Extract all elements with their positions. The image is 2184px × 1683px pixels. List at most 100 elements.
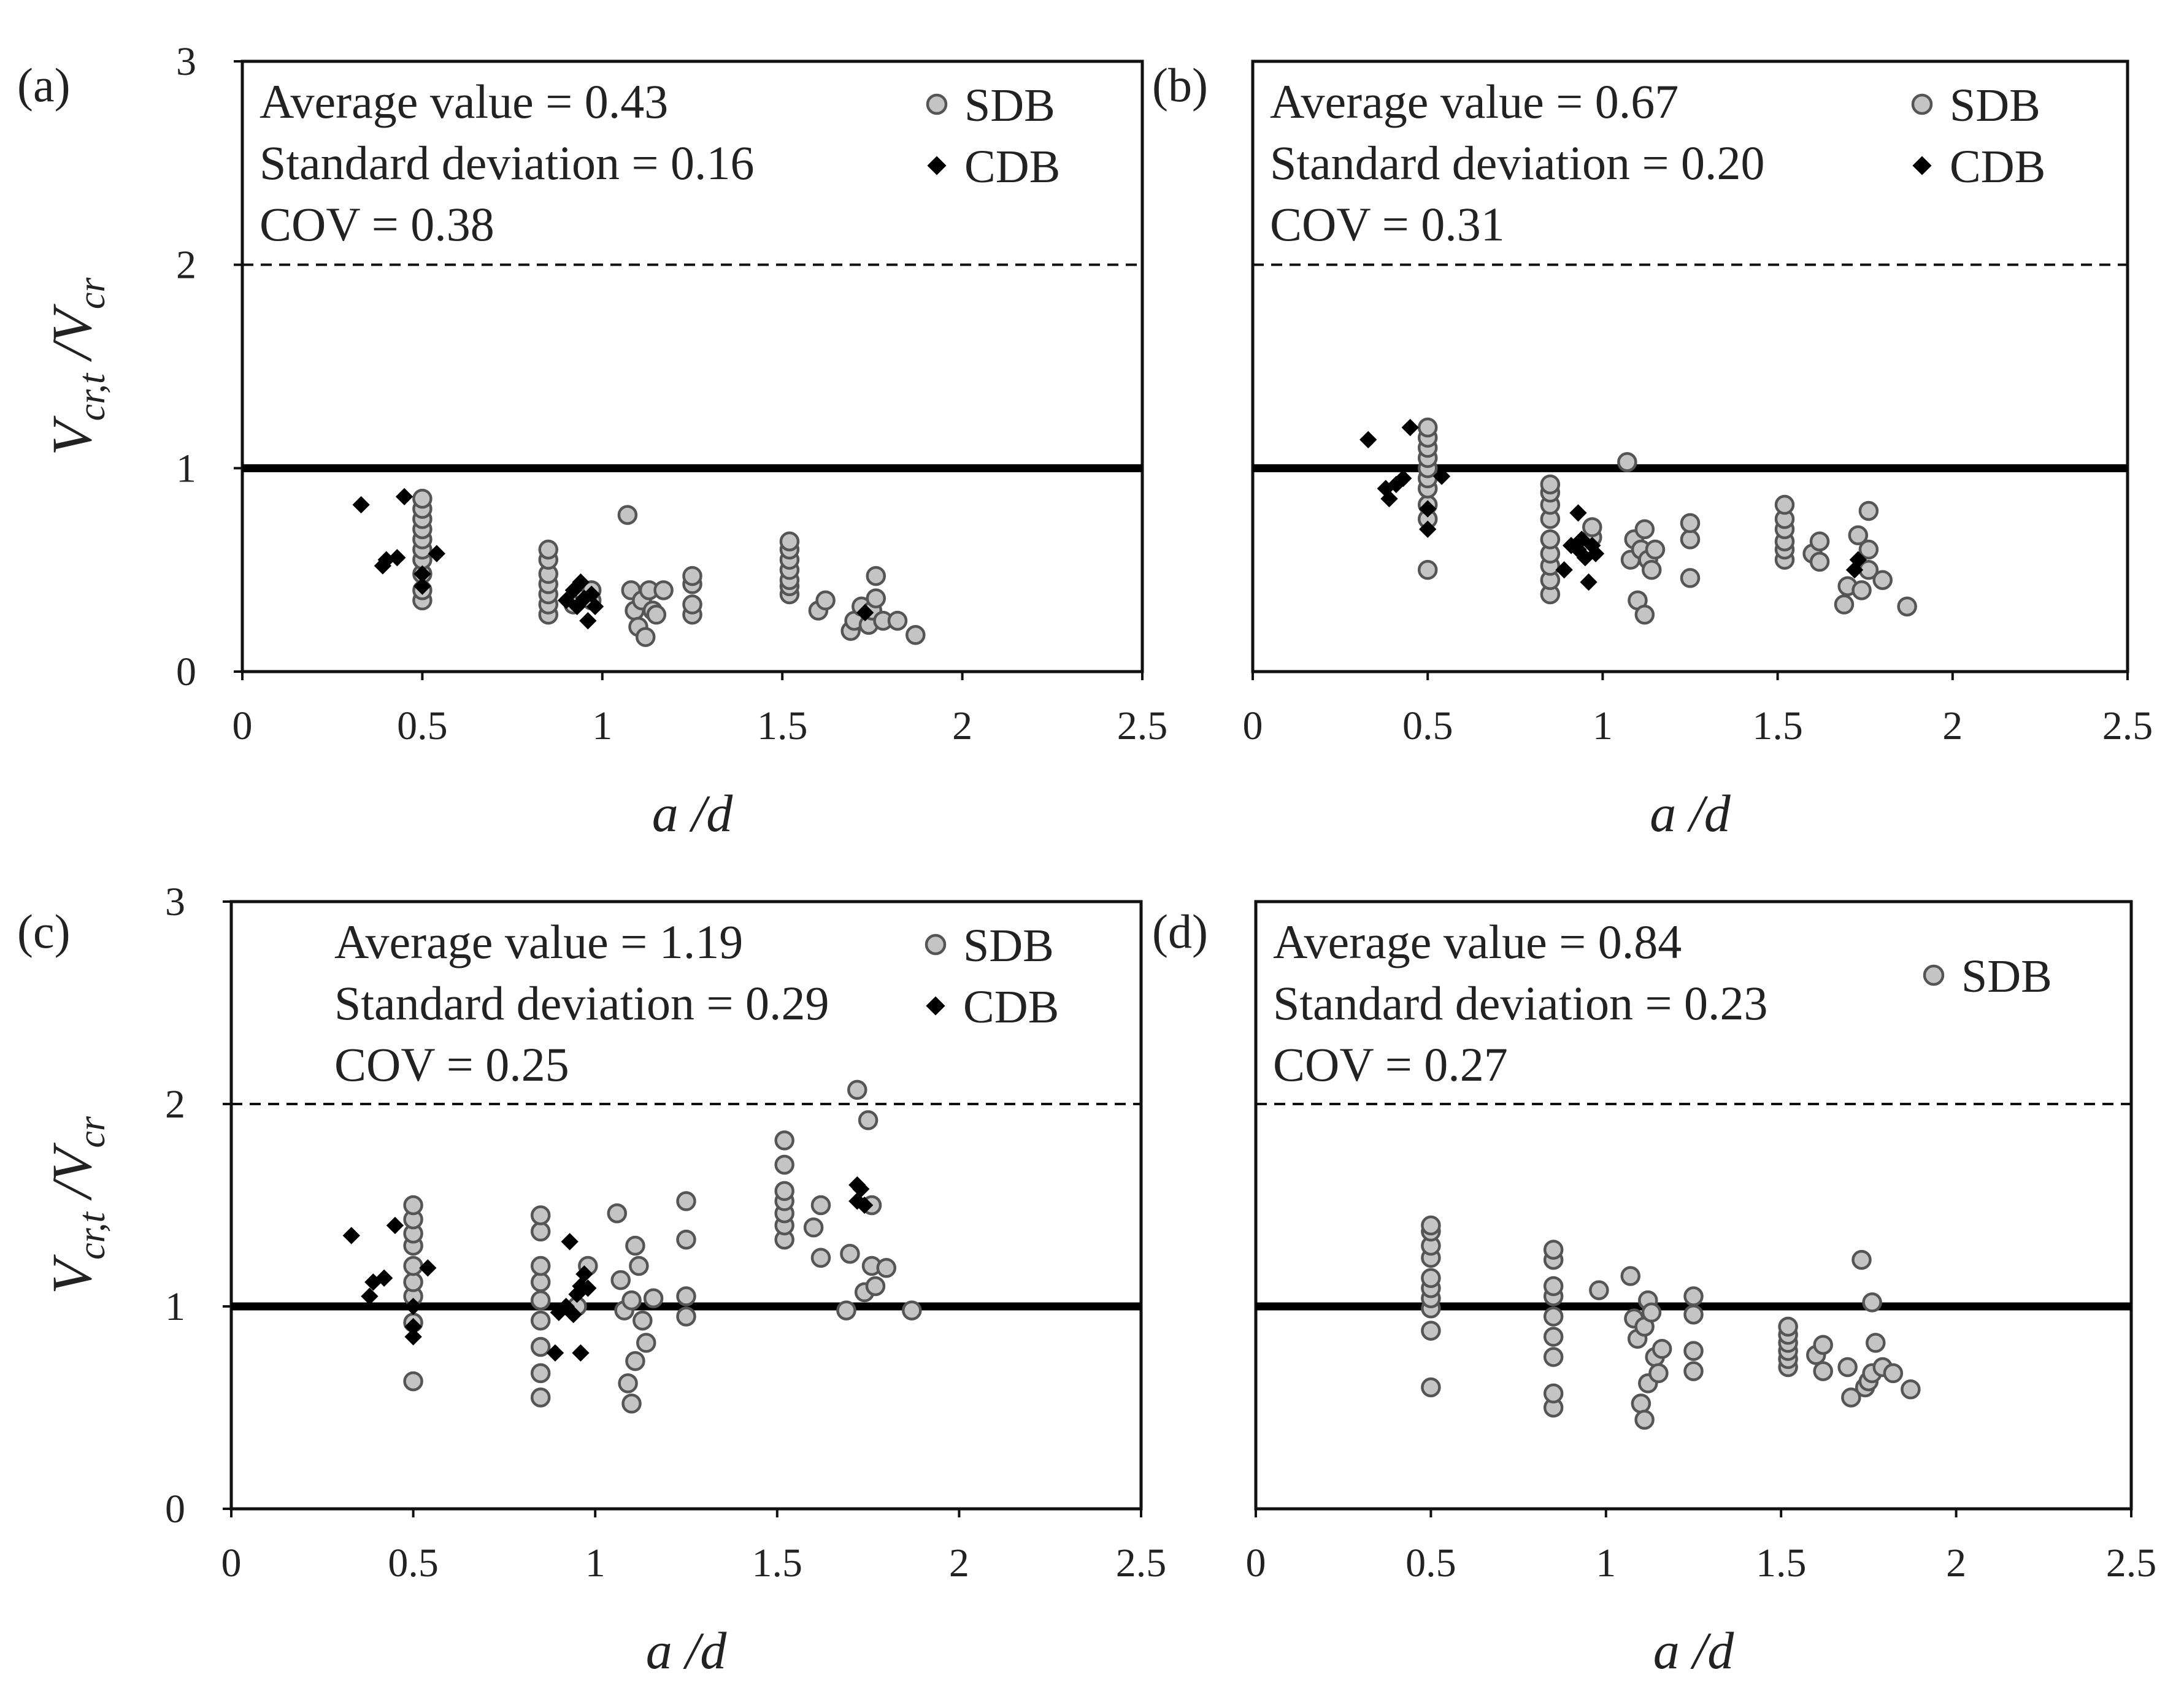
data-point-cdb [856,1196,874,1214]
data-point-cdb [388,549,406,567]
stats-line-1: Average value = 1.19 [334,915,743,968]
data-point-sdb [1683,1361,1704,1381]
y-axis-title: Vcr,t /Vcr [40,277,113,456]
x-tick-label: 1 [585,1541,606,1585]
y-tick-label: 0 [165,1487,185,1532]
data-point-sdb [617,505,638,525]
data-point-sdb [1837,1357,1858,1378]
data-point-cdb [377,551,395,569]
x-tick-label: 0.5 [397,703,448,748]
data-point-sdb [653,580,674,600]
x-tick-label: 0 [1246,1541,1266,1585]
series-cdb [1359,418,1867,591]
data-point-sdb [1421,1215,1441,1236]
data-point-sdb [836,1300,856,1321]
panel-label: (a) [17,58,71,112]
data-point-cdb [404,1317,422,1336]
y-tick-label: 2 [165,1082,185,1127]
data-point-sdb [1683,1341,1704,1361]
x-tick-label: 1 [592,703,612,748]
stats-line-3: COV = 0.27 [1273,1038,1508,1091]
data-point-sdb [774,1130,794,1151]
data-point-cdb [856,604,874,621]
data-point-cdb [1432,467,1451,485]
data-point-sdb [625,1351,645,1371]
data-point-sdb [676,1191,696,1211]
legend-label-cdb: CDB [963,981,1059,1033]
data-point-sdb [530,1221,551,1242]
data-point-sdb [618,1373,638,1394]
data-point-cdb [1359,431,1377,449]
data-point-sdb [779,531,800,551]
legend-marker-sdb [926,93,948,115]
data-point-sdb [607,1203,628,1224]
panel-c: (c) 0 0.5 1 1.5 2 2.5 0 1 2 3 a /d Vcr,t /Vcr Average… [17,880,1166,1680]
data-point-sdb [876,1258,897,1278]
data-point-sdb [1543,1306,1564,1327]
data-point-sdb [1851,580,1872,600]
data-point-sdb [1540,474,1561,495]
data-point-sdb [847,1079,867,1100]
y-tick-label: 2 [176,243,196,288]
series-sdb [1421,1215,1921,1430]
legend-marker-sdb [1911,93,1933,115]
data-point-sdb [530,1387,551,1408]
data-point-sdb [1897,596,1917,617]
data-point-cdb [1580,573,1598,591]
data-point-sdb [530,1205,551,1225]
data-point-sdb [1642,559,1662,580]
stats-line-1: Average value = 0.43 [260,75,668,128]
data-point-cdb [1401,418,1419,437]
data-point-sdb [1858,500,1879,521]
series-cdb [352,488,874,630]
data-point-sdb [1778,1316,1798,1337]
data-point-sdb [1813,1361,1833,1381]
plot-frame [240,59,1144,673]
legend-marker-cdb [926,996,945,1016]
data-point-cdb [428,545,446,562]
data-point-sdb [865,1276,886,1297]
x-tick-label: 2 [1946,1541,1966,1585]
data-point-sdb [676,1229,696,1250]
data-point-sdb [1866,1333,1886,1353]
data-point-sdb [1417,417,1438,438]
x-tick-label: 0 [1243,703,1263,748]
data-point-cdb [413,565,431,583]
data-point-cdb [546,1344,564,1362]
data-point-sdb [810,1195,831,1216]
series-cdb [342,1176,874,1362]
data-point-sdb [1582,517,1602,537]
x-tick-label: 2 [1942,703,1963,748]
stats-line-2: Standard deviation = 0.20 [1270,136,1765,190]
stats-line-1: Average value = 0.84 [1273,915,1682,968]
y-tick-label: 1 [176,446,196,491]
x-tick-label: 1.5 [1752,703,1803,748]
x-tick-label: 2.5 [1117,703,1168,748]
data-point-cdb [1419,520,1437,538]
data-point-sdb [1872,570,1893,590]
x-axis-title: a /d [1650,784,1731,843]
data-point-sdb [866,565,886,586]
data-point-sdb [530,1290,551,1311]
x-axis-title: a /d [652,784,733,843]
y-axis-title: Vcr,t /Vcr [40,1116,113,1294]
stats-line-3: COV = 0.25 [334,1038,569,1091]
data-point-sdb [403,1195,423,1216]
data-point-sdb [1421,1377,1441,1398]
x-tick-label: 1 [1596,1541,1616,1585]
data-point-cdb [419,1259,437,1277]
data-point-sdb [621,1394,642,1414]
legend-label-cdb: CDB [1950,141,2045,193]
data-point-sdb [643,1288,664,1309]
data-point-sdb [1543,1276,1564,1297]
data-point-sdb [1589,1280,1609,1300]
data-point-sdb [1680,513,1701,534]
panel-a: (a) 0 0.5 1 1.5 2 2.5 0 1 2 3 a /d Vcr,t /Vcr Average… [17,39,1167,843]
x-tick-label: 1.5 [757,703,808,748]
data-point-sdb [840,1243,860,1264]
data-point-sdb [1683,1286,1704,1306]
data-point-cdb [1586,545,1605,562]
x-axis-title: a /d [646,1621,727,1680]
